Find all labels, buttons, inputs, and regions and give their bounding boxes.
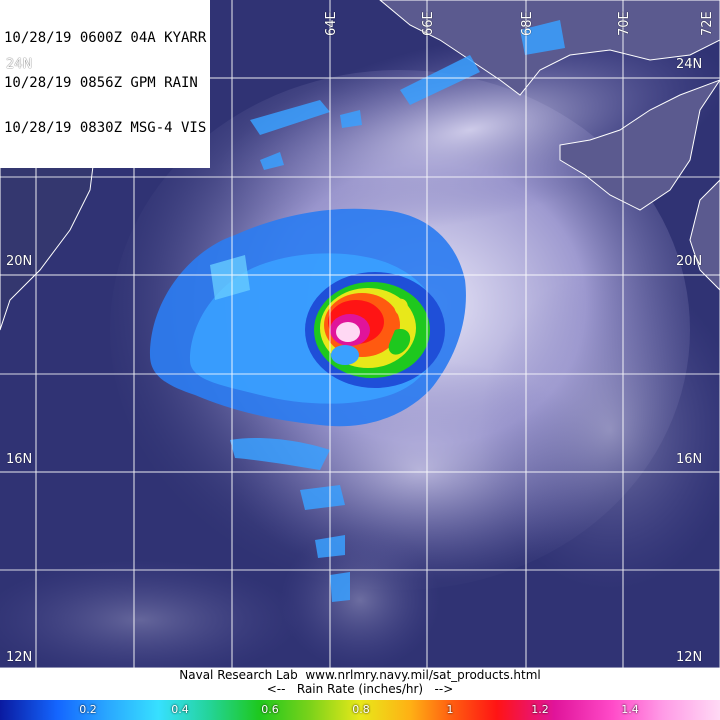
colorbar-tick: 0.6 (261, 703, 279, 716)
lat-label-20n-right: 20N (676, 254, 703, 269)
credit-bar: Naval Research Lab www.nrlmry.navy.mil/s… (0, 668, 720, 700)
header-block: 10/28/19 0600Z 04A KYARR 10/28/19 0856Z … (0, 0, 211, 168)
source-credit: Naval Research Lab www.nrlmry.navy.mil/s… (179, 668, 541, 682)
colorbar-tick: 0.4 (171, 703, 189, 716)
lat-label-24n-right: 24N (676, 57, 703, 72)
lat-label-12n-right: 12N (676, 650, 703, 665)
lat-label-16n-left: 16N (6, 452, 33, 467)
colorbar-tick: 1 (446, 703, 454, 716)
lon-label-68e: 68E (520, 11, 535, 36)
header-line: 10/28/19 0600Z 04A KYARR (4, 30, 207, 46)
cyclone-core (305, 272, 445, 388)
india-landmass (689, 179, 720, 291)
lon-label-72e: 72E (700, 11, 715, 36)
lat-label-20n-left: 20N (6, 254, 33, 269)
colorbar-tick: 1.4 (621, 703, 639, 716)
colorbar-tick: 0.8 (352, 703, 370, 716)
rain-rate-colorbar: 0.2 0.4 0.6 0.8 1 1.2 1.4 (0, 700, 720, 720)
lat-label-24n-left: 24N (6, 57, 33, 72)
lon-label-70e: 70E (617, 11, 632, 36)
lon-label-64e: 64E (324, 11, 339, 36)
colorbar-tick: 0.2 (79, 703, 97, 716)
colorbar-tick: 1.2 (531, 703, 549, 716)
scale-title: <-- Rain Rate (inches/hr) --> (266, 682, 454, 696)
header-line: 10/28/19 0830Z MSG-4 VIS (4, 120, 207, 136)
lat-label-12n-left: 12N (6, 650, 33, 665)
header-line: 10/28/19 0856Z GPM RAIN (4, 75, 198, 91)
lon-label-66e: 66E (421, 11, 436, 36)
lat-label-16n-right: 16N (676, 452, 703, 467)
